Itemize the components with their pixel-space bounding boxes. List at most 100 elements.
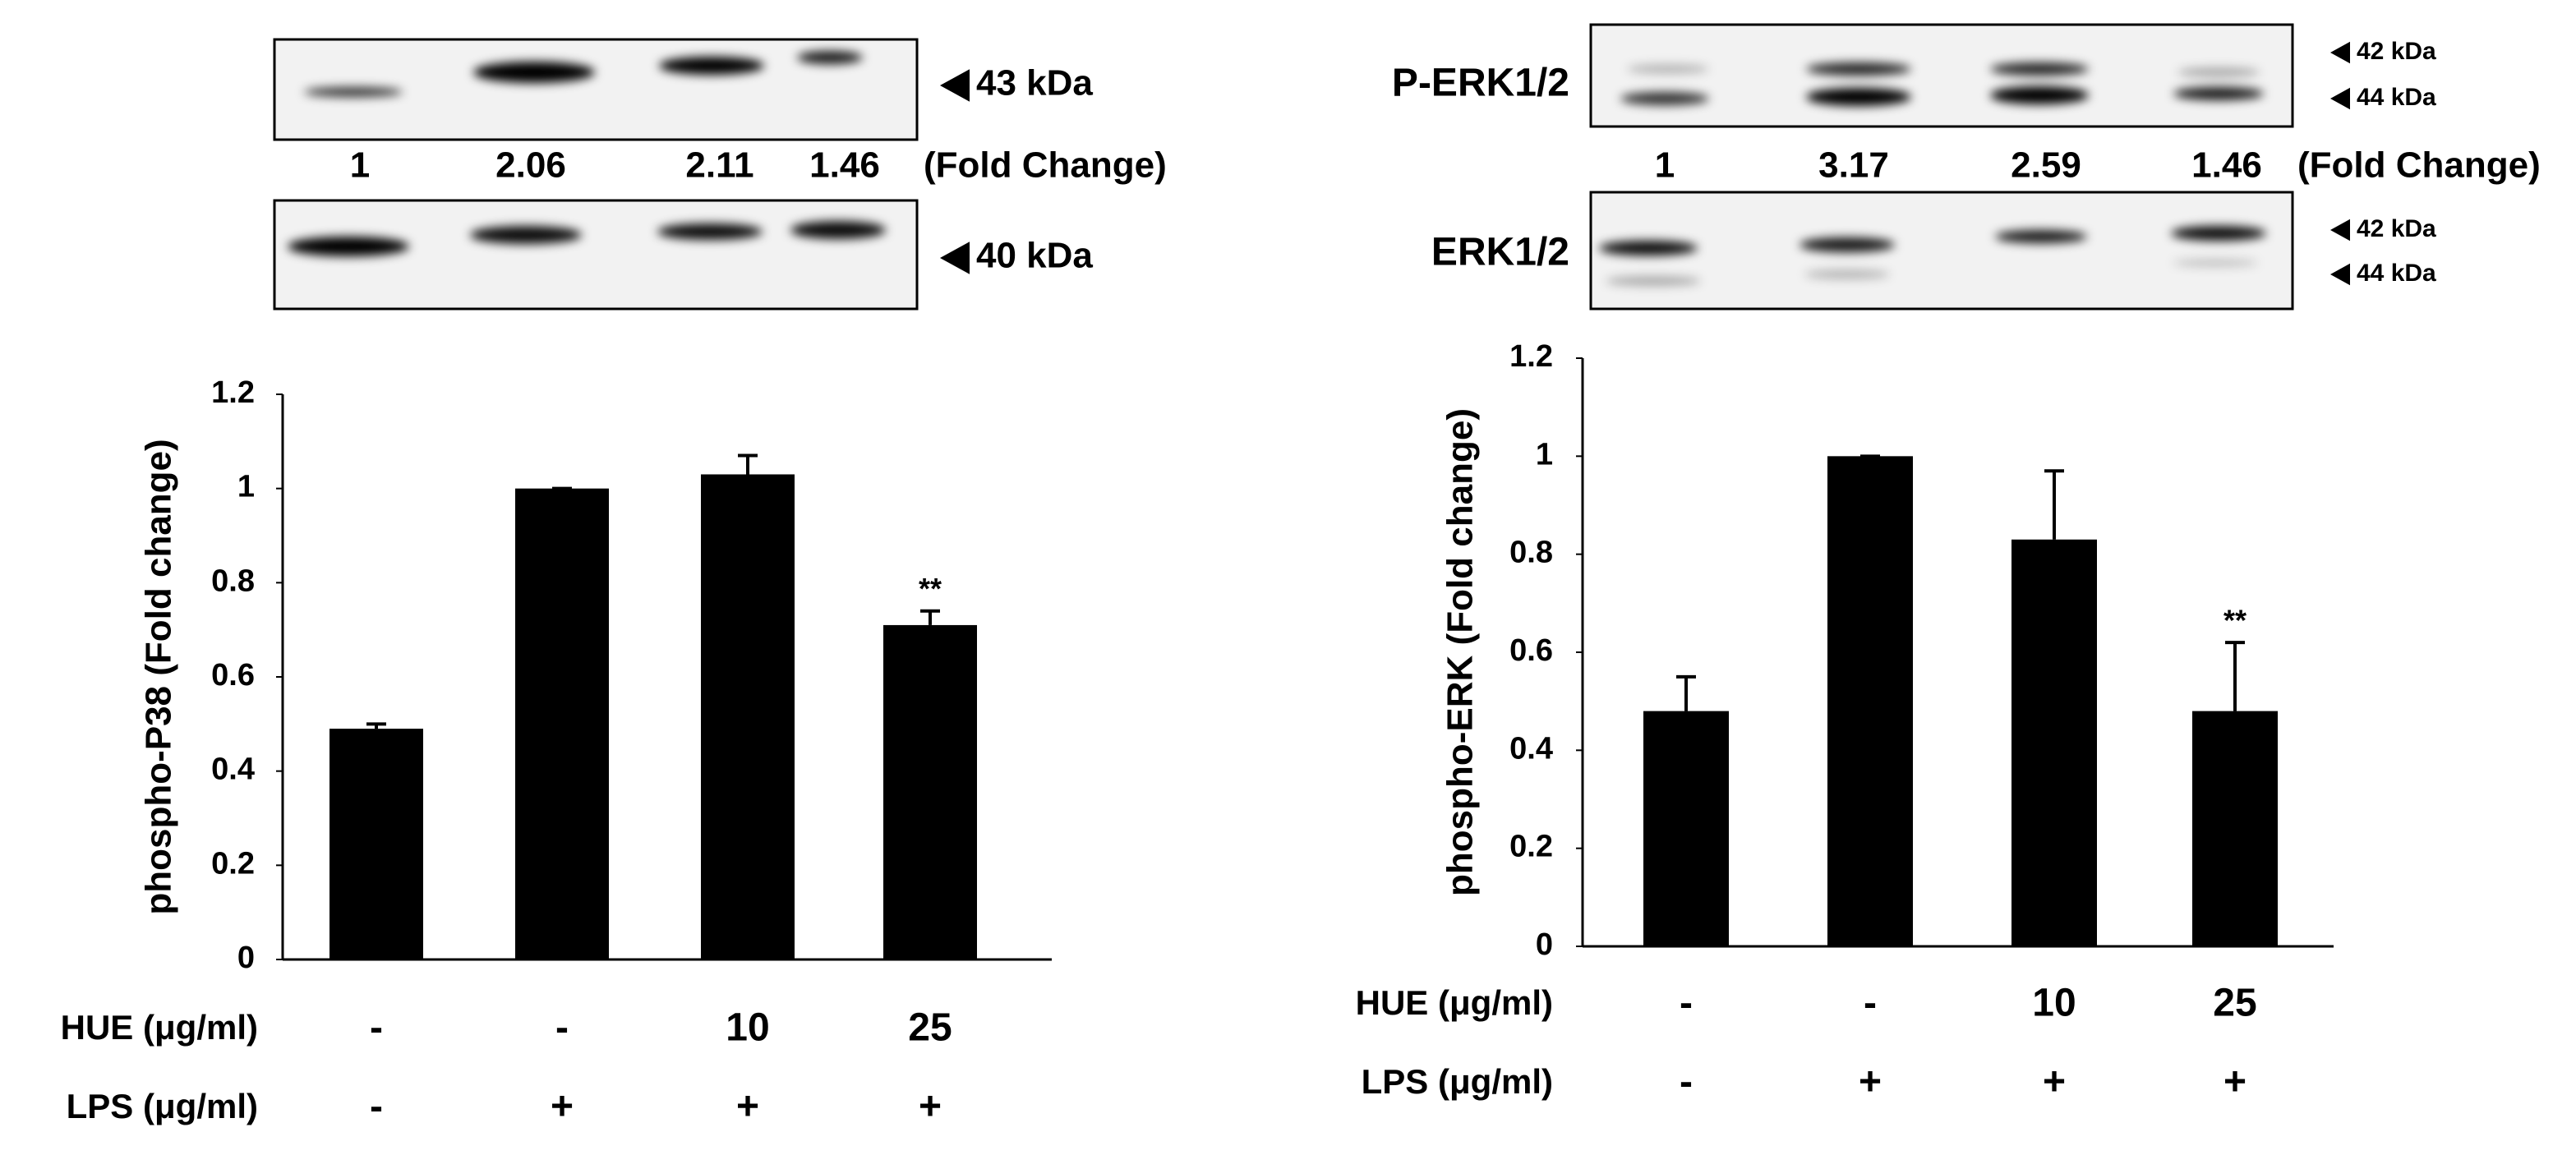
marker-arrow xyxy=(2330,219,2350,242)
treatment-value: 25 xyxy=(908,1006,952,1050)
y-tick-label: 1 xyxy=(1536,437,1553,472)
blot-band xyxy=(1804,269,1890,279)
bar xyxy=(1827,456,1913,946)
blot-band xyxy=(1620,92,1709,105)
blot-band xyxy=(1599,241,1698,255)
blot-band xyxy=(1990,62,2089,76)
blot-label: P-ERK1/2 xyxy=(1392,62,1569,105)
treatment-value: - xyxy=(555,1006,569,1050)
bar xyxy=(515,488,609,959)
treatment-label: HUE (μg/ml) xyxy=(61,1008,258,1047)
treatment-value: 25 xyxy=(2213,982,2256,1025)
fold-label: (Fold Change) xyxy=(924,145,1167,186)
treatment-value: + xyxy=(1859,1061,1882,1104)
fold-change: 1 xyxy=(1655,145,1675,186)
y-tick-label: 0.6 xyxy=(211,658,255,693)
y-tick-label: 1.2 xyxy=(1509,339,1553,374)
blot-band xyxy=(1627,64,1709,74)
treatment-value: + xyxy=(551,1085,574,1129)
treatment-value: - xyxy=(370,1085,383,1129)
blot-band xyxy=(790,221,886,239)
bar xyxy=(883,624,977,959)
significance: ** xyxy=(2223,604,2247,637)
treatment-value: - xyxy=(1864,982,1877,1025)
y-tick-label: 0.6 xyxy=(1509,633,1553,668)
blot-bands xyxy=(1599,226,2266,286)
treatment-value: + xyxy=(919,1085,942,1129)
y-tick-label: 0 xyxy=(237,941,255,975)
blot-bands xyxy=(288,221,886,256)
treatment-value: - xyxy=(1680,982,1693,1025)
blot-band xyxy=(304,87,403,97)
kda-marker: 42 kDa xyxy=(2357,215,2436,242)
error-bar xyxy=(366,722,386,729)
blot-band xyxy=(797,51,863,64)
blot-band xyxy=(473,62,595,83)
bar xyxy=(1643,711,1729,946)
fold-change: 1.46 xyxy=(2191,145,2262,186)
marker-arrow xyxy=(2330,41,2350,64)
significance: ** xyxy=(919,572,942,605)
fold-change: 1 xyxy=(350,145,370,186)
error-bar xyxy=(1676,674,1696,711)
blot-band xyxy=(1806,62,1911,76)
blot-band xyxy=(657,223,763,240)
kda-marker: 43 kDa xyxy=(976,63,1093,104)
fold-change: 3.17 xyxy=(1818,145,1889,186)
y-axis-label: phospho-P38 (Fold change) xyxy=(139,439,179,914)
blot-frame xyxy=(1589,191,2294,311)
blot-band xyxy=(1606,276,1701,286)
treatment-label: LPS (μg/ml) xyxy=(1362,1062,1553,1101)
kda-marker: 40 kDa xyxy=(976,236,1093,276)
y-tick-label: 0 xyxy=(1536,927,1553,962)
y-tick-label: 0.8 xyxy=(1509,536,1553,570)
y-tick-label: 1.2 xyxy=(211,375,255,410)
treatment-value: - xyxy=(1680,1061,1693,1104)
y-tick-label: 0.4 xyxy=(1509,731,1553,766)
blot-band xyxy=(1995,230,2087,243)
treatment-value: + xyxy=(2043,1061,2066,1104)
blot-band xyxy=(288,237,409,256)
blot-band xyxy=(2173,259,2258,267)
treatment-label: HUE (μg/ml) xyxy=(1356,983,1553,1022)
marker-arrow xyxy=(2330,263,2350,286)
treatment-value: + xyxy=(736,1085,759,1129)
blot-band xyxy=(470,226,582,244)
kda-marker: 44 kDa xyxy=(2357,260,2436,287)
error-bar xyxy=(2044,469,2064,540)
y-tick-label: 0.2 xyxy=(1509,830,1553,864)
bar xyxy=(2192,711,2278,946)
fold-label: (Fold Change) xyxy=(2297,145,2541,186)
bar xyxy=(2011,539,2097,946)
y-tick-label: 0.2 xyxy=(211,846,255,881)
blot-band xyxy=(1806,88,1911,106)
blot-bands xyxy=(304,51,863,97)
marker-arrow xyxy=(940,242,970,274)
fold-change: 1.46 xyxy=(809,145,880,186)
fold-change: 2.06 xyxy=(495,145,566,186)
error-bar xyxy=(738,453,758,475)
blot-label: ERK1/2 xyxy=(1431,231,1569,274)
treatment-value: 10 xyxy=(2032,982,2076,1025)
y-axis-label: phospho-ERK (Fold change) xyxy=(1440,408,1481,896)
y-tick-label: 0.4 xyxy=(211,752,255,787)
y-tick-label: 1 xyxy=(237,470,255,504)
marker-arrow xyxy=(2330,87,2350,110)
treatment-value: 10 xyxy=(726,1006,769,1050)
blot-frame xyxy=(1589,23,2294,128)
blot-band xyxy=(1990,86,2089,104)
fold-change: 2.11 xyxy=(685,145,753,186)
blot-band xyxy=(2173,87,2264,100)
blot-band xyxy=(659,57,764,75)
marker-arrow xyxy=(940,69,970,102)
blot-bands xyxy=(1620,62,2264,106)
treatment-value: + xyxy=(2223,1061,2247,1104)
bar xyxy=(701,474,795,959)
bar xyxy=(329,729,423,959)
error-bar xyxy=(2225,641,2245,711)
kda-marker: 44 kDa xyxy=(2357,84,2436,111)
treatment-value: - xyxy=(370,1006,383,1050)
treatment-label: LPS (μg/ml) xyxy=(67,1087,258,1125)
